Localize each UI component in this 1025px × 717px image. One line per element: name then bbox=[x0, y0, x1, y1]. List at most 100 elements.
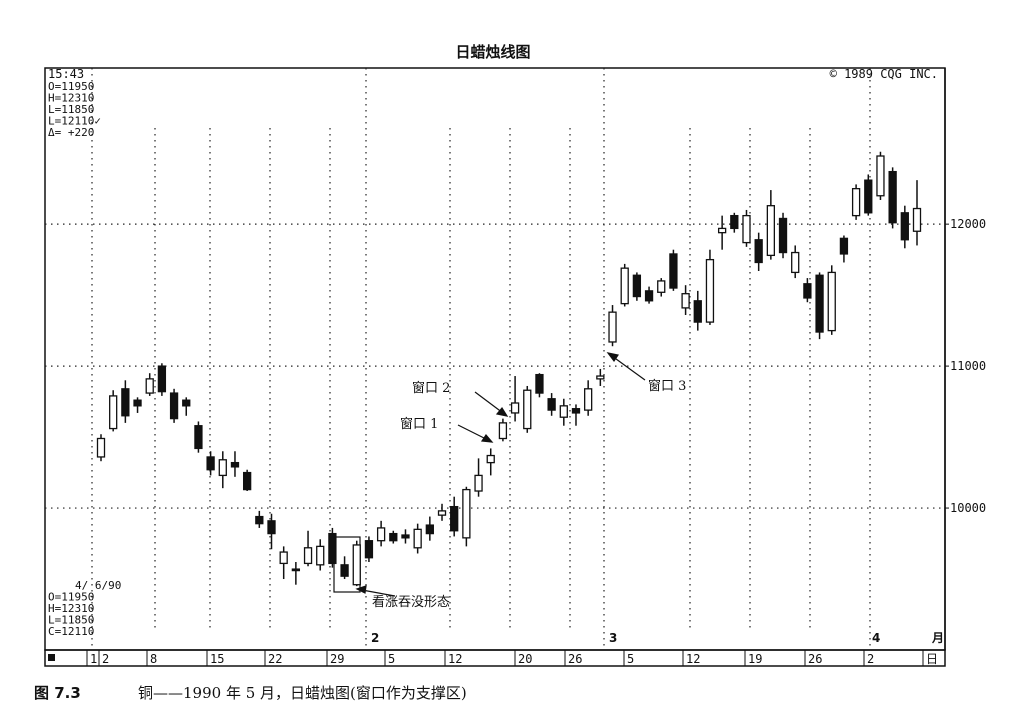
candle-body bbox=[900, 212, 909, 241]
caption: 铜——1990 年 5 月，日蜡烛图(窗口作为支撑区) bbox=[138, 684, 467, 702]
candle-body bbox=[535, 373, 544, 394]
candle-body bbox=[632, 274, 642, 298]
date-label: 19 bbox=[748, 652, 762, 666]
candle-body bbox=[742, 214, 751, 244]
date-label: 12 bbox=[448, 652, 462, 666]
candle-body bbox=[413, 528, 422, 549]
info-line: Δ= +220 bbox=[48, 126, 94, 139]
candle-body bbox=[437, 510, 447, 516]
date-axis-frame bbox=[44, 649, 946, 667]
info-line: L=11850 bbox=[48, 103, 94, 116]
candle-body bbox=[730, 214, 739, 230]
chart-title: 日蜡烛线图 bbox=[455, 43, 530, 61]
info-line: L=12110✓ bbox=[48, 115, 101, 128]
candle-body bbox=[754, 239, 763, 264]
candle-body bbox=[827, 271, 836, 332]
date-label: 15 bbox=[210, 652, 224, 666]
copyright: © 1989 CQG INC. bbox=[830, 67, 938, 81]
candle-body bbox=[912, 207, 922, 232]
info-line: L=11850 bbox=[48, 614, 94, 627]
candle-body bbox=[791, 251, 800, 274]
candle-body bbox=[279, 551, 288, 565]
candle-body bbox=[303, 547, 313, 565]
candle-body bbox=[584, 388, 593, 411]
y-tick-label: 10000 bbox=[950, 501, 986, 515]
month-label: 2 bbox=[371, 631, 379, 645]
candle-body bbox=[316, 545, 325, 566]
annotation: 看涨吞没形态 bbox=[372, 594, 450, 610]
candle-body bbox=[267, 520, 276, 535]
candle-body bbox=[401, 534, 410, 539]
candle-body bbox=[376, 527, 386, 542]
time-label: 15:43 bbox=[48, 67, 84, 81]
candle-body bbox=[657, 280, 666, 293]
info-line: H=12310 bbox=[48, 602, 94, 615]
candle-body bbox=[450, 505, 459, 532]
candle-body bbox=[839, 237, 849, 255]
date-label: 29 bbox=[330, 652, 344, 666]
candle-body bbox=[851, 188, 861, 217]
candle-body bbox=[474, 474, 483, 492]
annotation: 窗口 2 bbox=[412, 380, 450, 396]
candle-body bbox=[510, 402, 520, 414]
candle-body bbox=[523, 389, 532, 430]
candle-body bbox=[182, 399, 191, 407]
candle-body bbox=[803, 283, 812, 299]
month-label: 4 bbox=[872, 631, 880, 645]
candle-body bbox=[328, 532, 337, 565]
info-line: O=11950 bbox=[48, 591, 94, 604]
date-label: 1 bbox=[90, 652, 97, 666]
candle-body bbox=[620, 267, 629, 305]
candle-body bbox=[864, 179, 873, 214]
candle-body bbox=[681, 293, 690, 309]
candle-body bbox=[876, 155, 885, 197]
candle-body bbox=[206, 456, 215, 471]
candle-body bbox=[96, 437, 106, 458]
y-tick-label: 11000 bbox=[950, 359, 986, 373]
candle-body bbox=[596, 375, 605, 380]
candle-body bbox=[230, 461, 240, 468]
arrows bbox=[355, 352, 646, 597]
date-label: 5 bbox=[627, 652, 634, 666]
info-line: C=12110 bbox=[48, 625, 94, 638]
axis-marker bbox=[48, 654, 55, 661]
date-label: 26 bbox=[808, 652, 822, 666]
candle-body bbox=[571, 408, 581, 414]
candle-body bbox=[157, 365, 167, 393]
candle-body bbox=[364, 540, 374, 559]
month-label: 月 bbox=[931, 631, 944, 645]
candle-body bbox=[169, 392, 179, 420]
candle-body bbox=[340, 564, 349, 577]
candle-body bbox=[559, 405, 568, 418]
date-label: 12 bbox=[686, 652, 700, 666]
annotation: 窗口 3 bbox=[648, 378, 686, 394]
candle-body bbox=[145, 378, 154, 394]
candle-body bbox=[547, 398, 556, 411]
caption-label: 图 7.3 bbox=[34, 684, 81, 702]
date-label: 26 bbox=[568, 652, 582, 666]
annotation: 窗口 1 bbox=[400, 416, 438, 432]
candle-body bbox=[352, 544, 361, 586]
candle-body bbox=[133, 399, 142, 407]
candle-body bbox=[486, 454, 495, 464]
candle-body bbox=[194, 425, 203, 450]
candle-body bbox=[669, 253, 678, 289]
y-tick-label: 12000 bbox=[950, 217, 986, 231]
candle-body bbox=[498, 422, 508, 440]
date-label: 2 bbox=[867, 652, 874, 666]
date-label: 8 bbox=[150, 652, 157, 666]
plot-frame bbox=[44, 67, 946, 651]
candle-body bbox=[389, 532, 398, 542]
info-line: H=12310 bbox=[48, 92, 94, 105]
candle-body bbox=[255, 515, 264, 525]
candle-body bbox=[705, 258, 715, 323]
candle-body bbox=[121, 388, 130, 417]
date-label: 日 bbox=[926, 652, 938, 666]
date-label: 2 bbox=[102, 652, 109, 666]
info-line: O=11950 bbox=[48, 80, 94, 93]
info-line: 4/ 6/90 bbox=[75, 579, 121, 592]
candle-body bbox=[766, 205, 776, 257]
candle-body bbox=[888, 170, 897, 224]
date-label: 20 bbox=[518, 652, 532, 666]
